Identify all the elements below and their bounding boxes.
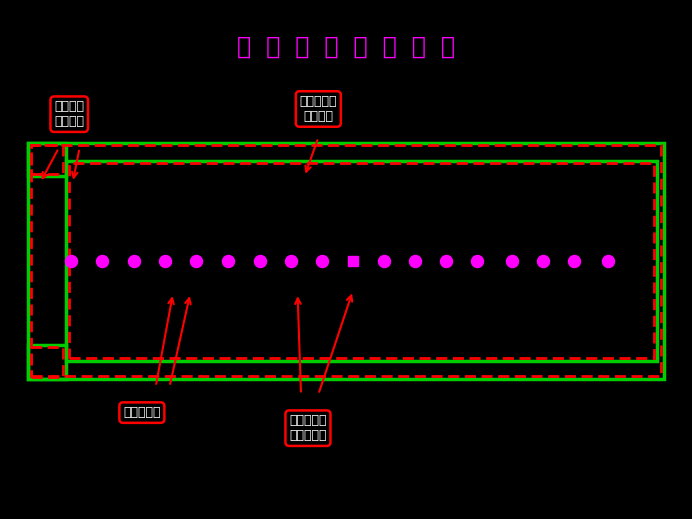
Bar xyxy=(66,161,657,361)
Point xyxy=(410,257,421,265)
Point xyxy=(441,257,452,265)
Text: 施工外侧
小围护桩: 施工外侧 小围护桩 xyxy=(54,100,84,128)
Text: 开桩中柱孔: 开桩中柱孔 xyxy=(123,406,161,419)
Point xyxy=(128,257,139,265)
Text: 施工主体基
坑围护桩: 施工主体基 坑围护桩 xyxy=(300,95,337,123)
Point xyxy=(538,257,549,265)
Bar xyxy=(28,143,66,176)
Point xyxy=(472,257,483,265)
Bar xyxy=(28,143,664,379)
Point xyxy=(602,257,613,265)
Text: 盖  桩  段  施  工  步  序  图: 盖 桩 段 施 工 步 序 图 xyxy=(237,35,455,59)
Point xyxy=(254,257,265,265)
Point xyxy=(223,257,234,265)
Point xyxy=(316,257,327,265)
Point xyxy=(285,257,296,265)
Point xyxy=(97,257,108,265)
Point xyxy=(507,257,518,265)
Bar xyxy=(30,145,64,174)
Bar xyxy=(31,145,661,376)
Bar xyxy=(28,345,66,379)
Point xyxy=(66,257,77,265)
Point xyxy=(190,257,201,265)
Point xyxy=(379,257,390,265)
Text: 施工底纵梁
小导洞竖井: 施工底纵梁 小导洞竖井 xyxy=(289,414,327,442)
Bar xyxy=(30,348,64,377)
Point xyxy=(159,257,170,265)
Bar xyxy=(69,163,655,358)
Point xyxy=(569,257,580,265)
